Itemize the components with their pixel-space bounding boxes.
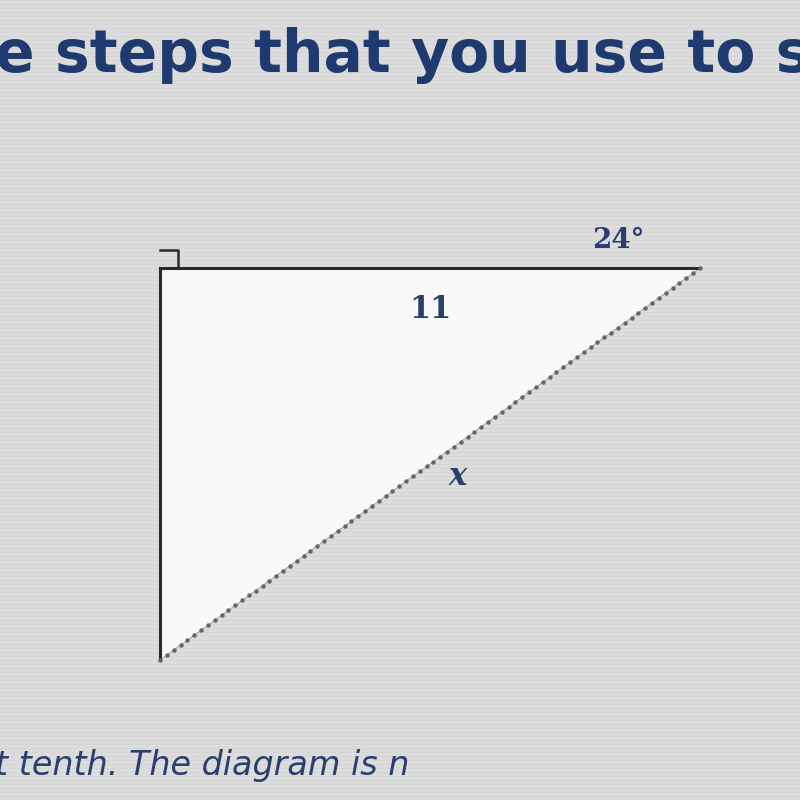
Text: t tenth. The diagram is n: t tenth. The diagram is n: [0, 749, 410, 782]
Text: 11: 11: [409, 294, 451, 326]
Text: e steps that you use to s: e steps that you use to s: [0, 26, 800, 83]
Polygon shape: [160, 268, 700, 660]
Text: x: x: [449, 462, 467, 492]
Text: 24°: 24°: [592, 226, 644, 254]
